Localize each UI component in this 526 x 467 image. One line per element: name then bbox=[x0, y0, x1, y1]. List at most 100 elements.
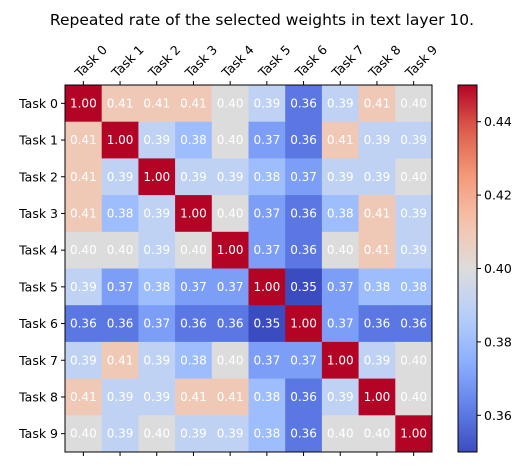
cell-value-label: 0.39 bbox=[400, 206, 427, 220]
x-tick-label: Task 5 bbox=[255, 42, 294, 81]
cell-value-label: 1.00 bbox=[143, 170, 170, 184]
cell-value-label: 0.41 bbox=[364, 206, 391, 220]
cell-value-label: 0.39 bbox=[107, 390, 134, 404]
cell-value-label: 0.41 bbox=[180, 390, 207, 404]
heatmap-cell bbox=[248, 231, 286, 269]
x-tick-label: Task 1 bbox=[108, 42, 147, 81]
cell-value-label: 0.39 bbox=[143, 133, 170, 147]
y-tick-label: Task 3 bbox=[18, 206, 58, 221]
heatmap-cell bbox=[358, 305, 396, 343]
colorbar-tick-label: 0.42 bbox=[484, 188, 512, 203]
cell-value-label: 0.40 bbox=[327, 243, 354, 257]
cell-value-label: 0.37 bbox=[143, 317, 170, 331]
heatmap-cell bbox=[175, 195, 213, 233]
cell-value-label: 0.36 bbox=[290, 243, 317, 257]
cell-value-label: 0.37 bbox=[327, 317, 354, 331]
x-tick-label: Task 7 bbox=[328, 42, 367, 81]
heatmap-cell bbox=[211, 195, 249, 233]
cell-value-label: 0.39 bbox=[327, 390, 354, 404]
heatmap-cell bbox=[175, 268, 213, 306]
cell-value-label: 0.36 bbox=[364, 317, 391, 331]
cell-value-label: 0.36 bbox=[217, 317, 244, 331]
heatmap-cell bbox=[321, 378, 360, 416]
cell-value-label: 0.41 bbox=[70, 133, 97, 147]
y-tick-label: Task 9 bbox=[18, 426, 58, 441]
cell-value-label: 0.35 bbox=[253, 317, 280, 331]
colorbar-tick-label: 0.36 bbox=[484, 408, 512, 423]
cell-value-label: 0.40 bbox=[217, 133, 244, 147]
cell-value-label: 0.38 bbox=[364, 280, 391, 294]
heatmap-cell bbox=[101, 121, 139, 159]
heatmap-cell bbox=[175, 305, 213, 343]
cell-value-label: 0.38 bbox=[107, 206, 134, 220]
heatmap-cell bbox=[211, 341, 249, 380]
heatmap-cell bbox=[138, 305, 176, 343]
heatmap-cell bbox=[211, 415, 249, 453]
heatmap-cell bbox=[248, 195, 286, 233]
cell-value-label: 0.37 bbox=[290, 170, 317, 184]
heatmap-cell bbox=[101, 158, 139, 196]
cell-value-label: 0.39 bbox=[180, 427, 207, 441]
cell-value-label: 1.00 bbox=[217, 243, 244, 257]
cell-value-label: 0.39 bbox=[217, 170, 244, 184]
heatmap-cell bbox=[138, 415, 176, 453]
heatmap-cell bbox=[321, 85, 360, 123]
cell-value-label: 0.38 bbox=[400, 280, 427, 294]
cell-value-label: 0.36 bbox=[400, 317, 427, 331]
heatmap-cell bbox=[101, 305, 139, 343]
cell-value-label: 0.37 bbox=[327, 280, 354, 294]
cell-value-label: 0.39 bbox=[400, 133, 427, 147]
heatmap-cell bbox=[175, 231, 213, 269]
cell-value-label: 0.37 bbox=[253, 243, 280, 257]
x-tick-label: Task 4 bbox=[218, 42, 257, 81]
heatmap-cell bbox=[248, 268, 286, 306]
heatmap-cell bbox=[138, 85, 176, 123]
y-tick-label: Task 5 bbox=[18, 279, 58, 294]
x-tick-label: Task 6 bbox=[291, 42, 330, 81]
x-tick-label: Task 3 bbox=[181, 42, 220, 81]
x-tick-label: Task 2 bbox=[145, 42, 184, 81]
heatmap-grid: 1.00 0.41 0.41 0.41 0.40 0.39 0.36 0.39 0.41 0.40… bbox=[65, 85, 433, 453]
cell-value-label: 0.38 bbox=[180, 353, 207, 367]
heatmap-cell bbox=[395, 378, 433, 416]
y-tick-label: Task 6 bbox=[18, 316, 58, 331]
cell-value-label: 0.41 bbox=[143, 96, 170, 110]
heatmap-cell bbox=[138, 378, 176, 416]
cell-value-label: 1.00 bbox=[364, 390, 391, 404]
heatmap-cell bbox=[395, 158, 433, 196]
heatmap-cell bbox=[65, 158, 103, 196]
heatmap-cell bbox=[358, 268, 396, 306]
heatmap-cell bbox=[65, 268, 103, 306]
heatmap-cell bbox=[175, 378, 213, 416]
heatmap-cell bbox=[175, 158, 213, 196]
heatmap-cell bbox=[101, 195, 139, 233]
heatmap-cell bbox=[285, 378, 323, 416]
heatmap-cell bbox=[358, 341, 396, 380]
heatmap-cell bbox=[211, 231, 249, 269]
heatmap-cell bbox=[395, 121, 433, 159]
heatmap-cell bbox=[358, 121, 396, 159]
cell-value-label: 1.00 bbox=[180, 206, 207, 220]
heatmap-cell bbox=[321, 268, 360, 306]
cell-value-label: 0.41 bbox=[70, 170, 97, 184]
cell-value-label: 0.40 bbox=[400, 170, 427, 184]
heatmap-cell bbox=[211, 305, 249, 343]
cell-value-label: 0.41 bbox=[364, 96, 391, 110]
heatmap-cell bbox=[285, 231, 323, 269]
cell-value-label: 0.41 bbox=[107, 96, 134, 110]
cell-value-label: 0.39 bbox=[107, 427, 134, 441]
heatmap-cell bbox=[248, 158, 286, 196]
cell-value-label: 0.40 bbox=[217, 353, 244, 367]
y-tick-label: Task 4 bbox=[18, 243, 58, 258]
heatmap-cell bbox=[358, 195, 396, 233]
cell-value-label: 0.39 bbox=[143, 390, 170, 404]
cell-value-label: 0.39 bbox=[143, 206, 170, 220]
heatmap-cell bbox=[321, 231, 360, 269]
heatmap-cell bbox=[358, 378, 396, 416]
colorbar-tick-label: 0.40 bbox=[484, 261, 512, 276]
colorbar bbox=[458, 85, 477, 452]
colorbar-tick-label: 0.38 bbox=[484, 334, 512, 349]
heatmap-cell bbox=[175, 415, 213, 453]
heatmap-cell bbox=[395, 85, 433, 123]
cell-value-label: 0.36 bbox=[70, 317, 97, 331]
